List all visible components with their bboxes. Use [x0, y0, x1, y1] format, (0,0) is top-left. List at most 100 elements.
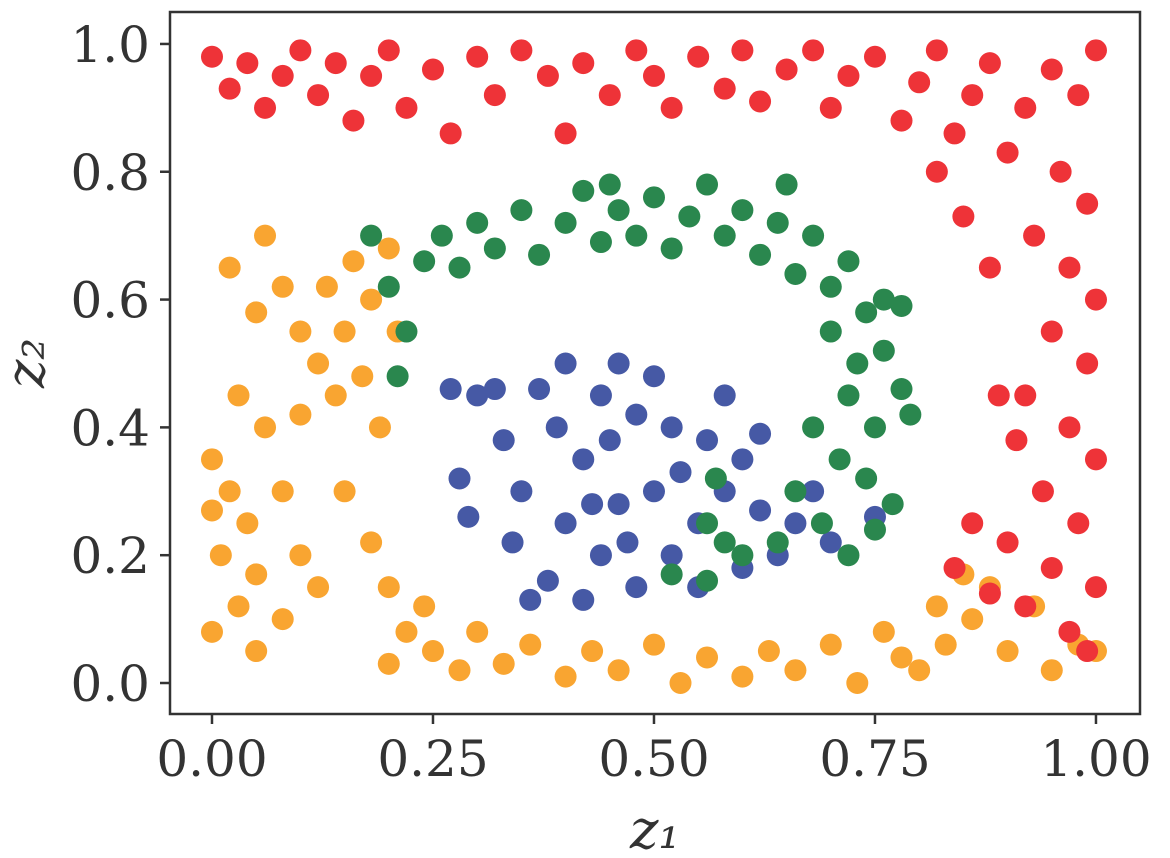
point	[227, 595, 250, 618]
point	[749, 243, 772, 266]
point	[828, 448, 851, 471]
point	[307, 84, 330, 107]
point	[360, 224, 383, 247]
point	[837, 544, 860, 567]
point	[421, 58, 444, 81]
point	[607, 493, 630, 516]
point	[1084, 288, 1107, 311]
point	[254, 416, 277, 439]
point	[598, 173, 621, 196]
point	[466, 384, 489, 407]
point	[749, 499, 772, 522]
point	[1084, 39, 1107, 62]
point	[766, 211, 789, 234]
point	[1005, 429, 1028, 452]
point	[236, 512, 259, 535]
points	[200, 39, 1107, 695]
x-tick-label: 0.00	[156, 730, 267, 788]
point	[377, 237, 400, 260]
point	[271, 64, 294, 87]
point	[333, 480, 356, 503]
point	[846, 672, 869, 695]
point	[696, 512, 719, 535]
point	[660, 544, 683, 567]
point	[881, 493, 904, 516]
point	[802, 480, 825, 503]
point	[802, 39, 825, 62]
point	[289, 320, 312, 343]
point	[908, 71, 931, 94]
y-axis-label: z₂	[0, 338, 57, 389]
point	[536, 64, 559, 87]
point	[554, 122, 577, 145]
point	[554, 512, 577, 535]
point	[457, 505, 480, 528]
point	[1084, 448, 1107, 471]
point	[510, 480, 533, 503]
point	[996, 141, 1019, 164]
point	[413, 595, 436, 618]
point	[625, 403, 648, 426]
point	[784, 512, 807, 535]
point	[625, 224, 648, 247]
point	[696, 173, 719, 196]
point	[872, 288, 895, 311]
point	[890, 294, 913, 317]
point	[819, 275, 842, 298]
point	[607, 659, 630, 682]
point	[448, 467, 471, 490]
point	[466, 211, 489, 234]
point	[987, 384, 1010, 407]
point	[581, 640, 604, 663]
point	[863, 45, 886, 68]
point	[925, 160, 948, 183]
point	[819, 633, 842, 656]
point	[360, 531, 383, 554]
point	[731, 544, 754, 567]
point	[395, 320, 418, 343]
point	[713, 77, 736, 100]
point	[961, 608, 984, 631]
point	[863, 518, 886, 541]
point	[784, 659, 807, 682]
point	[1031, 480, 1054, 503]
point	[466, 45, 489, 68]
point	[589, 384, 612, 407]
point	[200, 448, 223, 471]
point	[1014, 96, 1037, 119]
point	[218, 480, 241, 503]
y-tick-label: 1.0	[70, 16, 150, 74]
point	[439, 378, 462, 401]
point	[855, 301, 878, 324]
point	[616, 531, 639, 554]
point	[395, 96, 418, 119]
point	[245, 640, 268, 663]
point	[501, 531, 524, 554]
point	[784, 480, 807, 503]
y-tick-label: 0.2	[70, 527, 150, 585]
point	[890, 109, 913, 132]
point	[872, 339, 895, 362]
point	[669, 461, 692, 484]
point	[607, 352, 630, 375]
point	[209, 544, 232, 567]
point	[271, 275, 294, 298]
x-axis-label: z₁	[629, 798, 680, 858]
point	[1023, 224, 1046, 247]
point	[1076, 640, 1099, 663]
point	[510, 39, 533, 62]
point	[1040, 659, 1063, 682]
point	[1076, 352, 1099, 375]
point	[908, 659, 931, 682]
point	[837, 384, 860, 407]
point	[289, 403, 312, 426]
point	[1058, 256, 1081, 279]
point	[430, 224, 453, 247]
point	[421, 640, 444, 663]
point	[731, 199, 754, 222]
point	[324, 384, 347, 407]
point	[218, 77, 241, 100]
point	[704, 467, 727, 490]
point	[200, 620, 223, 643]
